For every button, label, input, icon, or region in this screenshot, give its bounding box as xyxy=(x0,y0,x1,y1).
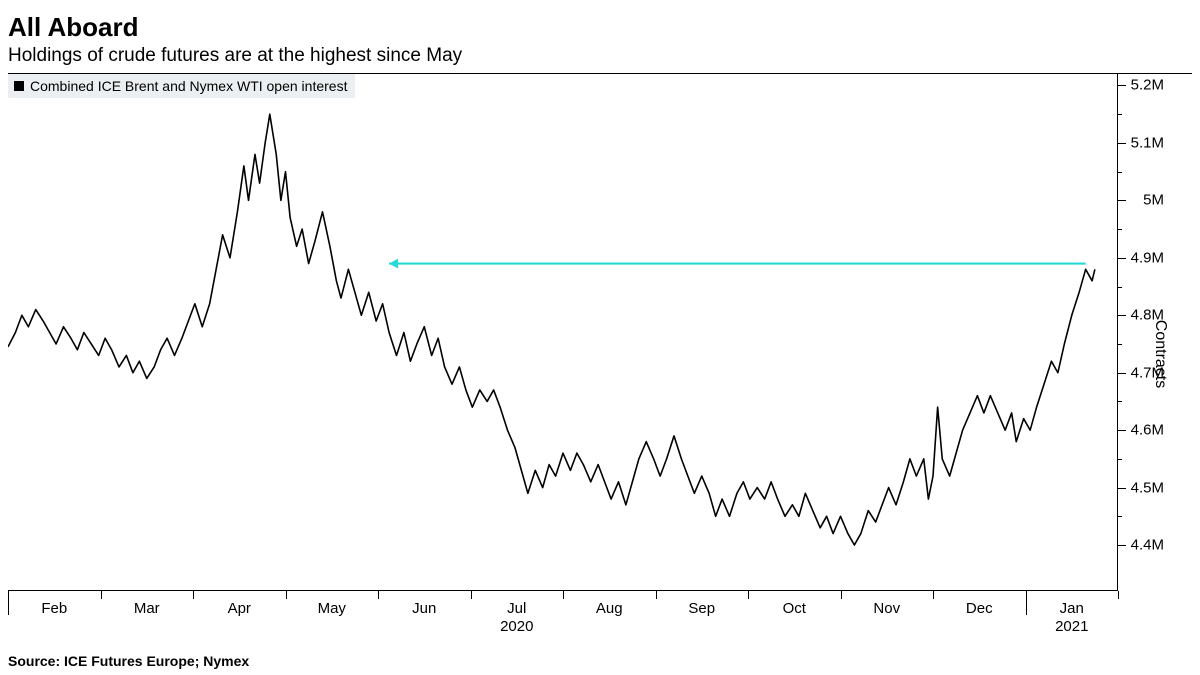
chart-subtitle: Holdings of crude futures are at the hig… xyxy=(8,45,1192,67)
x-year-label: 2021 xyxy=(1055,618,1088,635)
x-month-label: Mar xyxy=(134,600,160,617)
x-tick xyxy=(1118,591,1119,599)
y-tick-minor xyxy=(1118,172,1122,173)
y-tick-label: 5.2M xyxy=(1131,77,1164,94)
series-line xyxy=(8,114,1095,545)
y-tick xyxy=(1118,200,1126,201)
x-month-label: Jul xyxy=(507,600,526,617)
x-tick xyxy=(563,591,564,599)
x-tick xyxy=(286,591,287,599)
y-tick xyxy=(1118,373,1126,374)
y-tick xyxy=(1118,85,1126,86)
y-tick-label: 4.5M xyxy=(1131,479,1164,496)
y-tick xyxy=(1118,545,1126,546)
x-tick-major xyxy=(8,591,9,615)
x-month-label: Jan xyxy=(1060,600,1084,617)
y-tick-minor xyxy=(1118,401,1122,402)
y-tick-minor xyxy=(1118,229,1122,230)
x-month-label: May xyxy=(318,600,346,617)
y-tick-minor xyxy=(1118,344,1122,345)
x-month-label: Apr xyxy=(228,600,251,617)
x-tick xyxy=(378,591,379,599)
chart-title: All Aboard xyxy=(8,12,1192,43)
x-tick-major xyxy=(1026,591,1027,615)
x-month-label: Aug xyxy=(596,600,623,617)
x-tick xyxy=(656,591,657,599)
y-tick-label: 4.9M xyxy=(1131,249,1164,266)
y-tick-label: 4.6M xyxy=(1131,422,1164,439)
chart-container: All Aboard Holdings of crude futures are… xyxy=(0,0,1200,675)
x-tick xyxy=(841,591,842,599)
legend-label: Combined ICE Brent and Nymex WTI open in… xyxy=(30,78,347,94)
x-tick xyxy=(933,591,934,599)
y-tick xyxy=(1118,488,1126,489)
x-month-label: Jun xyxy=(412,600,436,617)
callout-arrow-head xyxy=(389,259,398,269)
line-chart-svg xyxy=(8,74,1118,591)
y-axis xyxy=(1117,74,1118,591)
y-tick xyxy=(1118,315,1126,316)
x-year-label: 2020 xyxy=(500,618,533,635)
x-month-label: Sep xyxy=(688,600,715,617)
plot-area xyxy=(8,74,1118,591)
legend-swatch xyxy=(14,81,24,91)
y-tick-minor xyxy=(1118,516,1122,517)
legend: Combined ICE Brent and Nymex WTI open in… xyxy=(8,74,355,98)
y-tick-label: 5.1M xyxy=(1131,134,1164,151)
x-tick xyxy=(748,591,749,599)
x-tick xyxy=(471,591,472,599)
y-tick-label: 4.4M xyxy=(1131,537,1164,554)
y-tick xyxy=(1118,258,1126,259)
y-tick xyxy=(1118,143,1126,144)
y-tick xyxy=(1118,430,1126,431)
x-tick xyxy=(193,591,194,599)
chart-wrap: Combined ICE Brent and Nymex WTI open in… xyxy=(8,73,1192,633)
y-tick-minor xyxy=(1118,459,1122,460)
y-tick-minor xyxy=(1118,114,1122,115)
x-month-label: Dec xyxy=(966,600,993,617)
y-tick-minor xyxy=(1118,287,1122,288)
source-text: Source: ICE Futures Europe; Nymex xyxy=(8,653,249,669)
x-month-label: Nov xyxy=(873,600,900,617)
y-axis-title: Contracts xyxy=(1151,319,1169,387)
x-month-label: Oct xyxy=(783,600,806,617)
y-tick-label: 5M xyxy=(1143,192,1164,209)
x-tick xyxy=(101,591,102,599)
x-month-label: Feb xyxy=(41,600,67,617)
